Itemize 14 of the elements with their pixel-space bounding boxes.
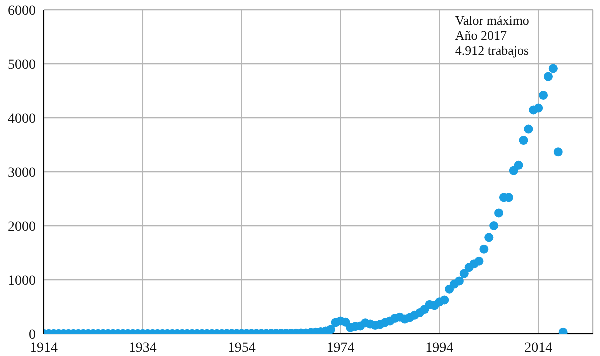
y-tick-label: 0 (29, 328, 36, 343)
y-tick-label: 6000 (8, 4, 36, 19)
y-tick-label: 1000 (8, 274, 36, 289)
x-tick-label: 1994 (426, 340, 454, 356)
x-tick-label: 1914 (30, 340, 58, 356)
x-tick-label: 1974 (326, 340, 355, 356)
x-tick-label: 1934 (128, 340, 157, 356)
y-tick-label: 5000 (8, 58, 36, 73)
annotation: Valor máximo Año 2017 4.912 trabajos (455, 12, 530, 58)
x-tick-label: 2014 (524, 340, 553, 356)
y-tick-label: 4000 (8, 112, 36, 127)
y-tick-label: 2000 (8, 220, 36, 235)
y-tick-label: 3000 (8, 166, 36, 181)
x-tick-label: 1954 (228, 340, 256, 356)
